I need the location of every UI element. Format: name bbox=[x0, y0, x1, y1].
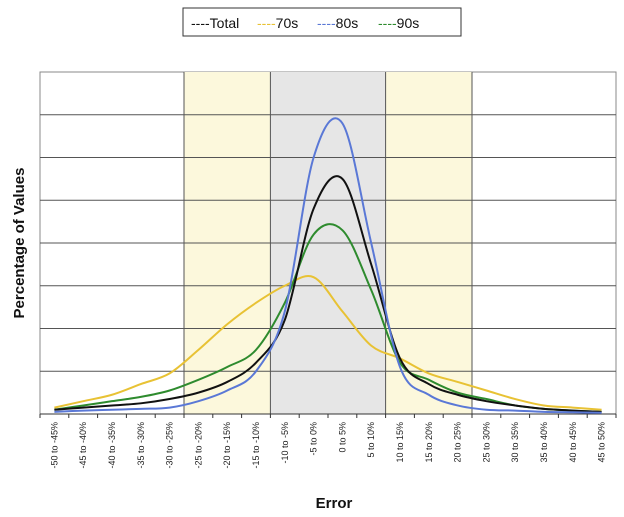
x-tick-label: 30 to 35% bbox=[510, 422, 520, 463]
y-axis-title: Percentage of Values bbox=[11, 168, 28, 319]
x-tick-labels: -50 to -45% -45 to -40% -40 to -35% -35 to … bbox=[49, 422, 606, 469]
legend-dash-total: ---- bbox=[191, 15, 210, 31]
x-tick-label: 10 to 15% bbox=[395, 422, 405, 463]
x-tick-label: -5 to 0% bbox=[309, 422, 319, 456]
series-lines bbox=[54, 117, 602, 414]
series-line-80s bbox=[54, 117, 602, 414]
legend-item-70s: ----70s bbox=[257, 15, 298, 31]
x-tick-label: 5 to 10% bbox=[366, 422, 376, 458]
x-tick-label: 15 to 20% bbox=[424, 422, 434, 463]
legend-label-total: Total bbox=[210, 15, 240, 31]
x-tick-label: 25 to 30% bbox=[481, 422, 491, 463]
legend-label-80s: 80s bbox=[336, 15, 359, 31]
legend-dash-80s: ---- bbox=[317, 15, 336, 31]
series-line-total bbox=[54, 175, 602, 413]
series-line-70s bbox=[54, 275, 602, 411]
x-tick-label: -25 to -20% bbox=[193, 422, 203, 469]
legend-item-total: ----Total bbox=[191, 15, 239, 31]
legend: ----Total ----70s ----80s ----90s bbox=[191, 15, 419, 31]
x-tick-label: 20 to 25% bbox=[453, 422, 463, 463]
x-tick-label: -50 to -45% bbox=[49, 422, 59, 469]
x-tick-label: 45 to 50% bbox=[597, 422, 607, 463]
x-tick-label: -40 to -35% bbox=[107, 422, 117, 469]
x-tick-label: -45 to -40% bbox=[78, 422, 88, 469]
x-tick-label: 0 to 5% bbox=[337, 422, 347, 453]
x-tick-label: -10 to -5% bbox=[280, 422, 290, 464]
x-tick-label: 40 to 45% bbox=[568, 422, 578, 463]
x-tick-label: -20 to -15% bbox=[222, 422, 232, 469]
legend-item-80s: ----80s bbox=[317, 15, 358, 31]
legend-box bbox=[182, 7, 462, 37]
gridlines bbox=[39, 72, 617, 418]
x-tick-label: -15 to -10% bbox=[251, 422, 261, 469]
legend-label-90s: 90s bbox=[397, 15, 420, 31]
legend-dash-90s: ---- bbox=[378, 15, 397, 31]
x-tick-label: -30 to -25% bbox=[165, 422, 175, 469]
x-tick-label: -35 to -30% bbox=[136, 422, 146, 469]
legend-dash-70s: ---- bbox=[257, 15, 276, 31]
legend-item-90s: ----90s bbox=[378, 15, 419, 31]
x-tick-label: 35 to 40% bbox=[539, 422, 549, 463]
x-axis-title: Error bbox=[316, 495, 353, 512]
legend-label-70s: 70s bbox=[276, 15, 299, 31]
